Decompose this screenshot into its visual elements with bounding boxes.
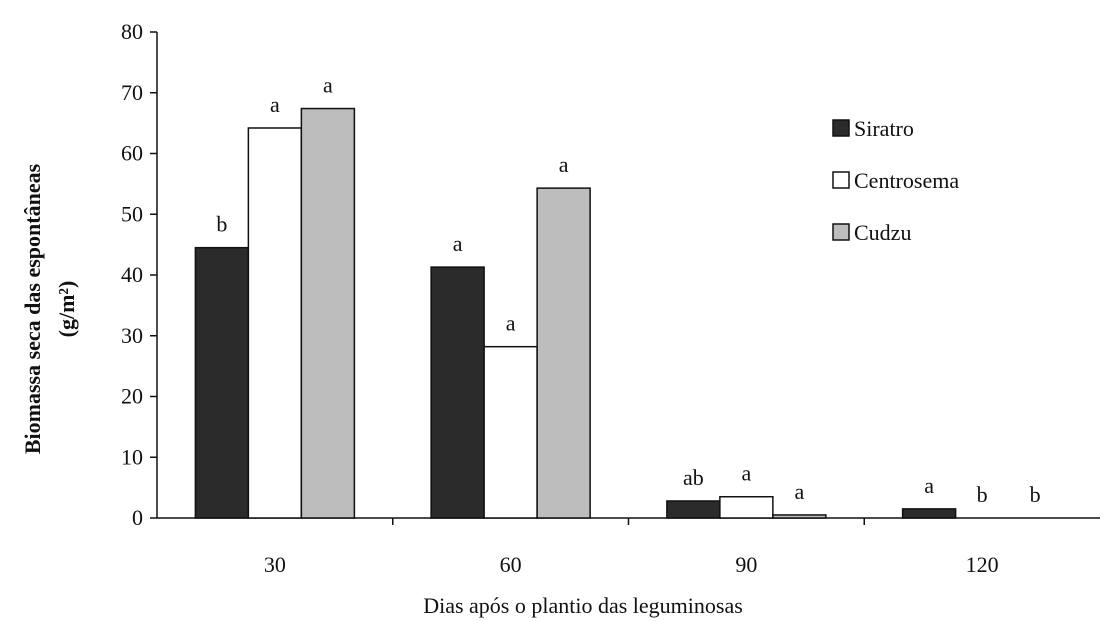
legend-label-cudzu: Cudzu (854, 220, 911, 245)
bars-group (194, 107, 957, 519)
bar-cudzu-30 (300, 107, 356, 519)
legend: Siratro Centrosema Cudzu (832, 116, 959, 245)
y-axis: 0 10 20 30 40 50 60 70 80 (121, 19, 158, 530)
bar-siratro-90 (666, 500, 721, 519)
bar-cudzu-90 (772, 514, 827, 519)
bar-centrosema-60 (483, 345, 538, 519)
bar-cudzu-60 (536, 187, 591, 519)
significance-letter: a (924, 473, 934, 498)
x-tick-label: 90 (735, 552, 757, 577)
y-axis-title-line2: (g/m²) (54, 281, 79, 338)
bar-siratro-60 (430, 266, 485, 519)
legend-swatch-siratro (832, 119, 850, 137)
y-axis-title: Biomassa seca das espontâneas (g/m²) (20, 163, 79, 454)
y-tick-label: 10 (121, 444, 143, 469)
y-tick-label: 70 (121, 80, 143, 105)
significance-letter: a (270, 92, 280, 117)
significance-letter: a (506, 311, 516, 336)
y-axis-title-line1: Biomassa seca das espontâneas (20, 163, 45, 454)
y-tick-label: 20 (121, 384, 143, 409)
y-tick-label: 80 (121, 19, 143, 44)
legend-label-centrosema: Centrosema (854, 168, 959, 193)
x-tick-label: 120 (966, 552, 999, 577)
legend-label-siratro: Siratro (854, 116, 914, 141)
significance-letter: b (1030, 482, 1041, 507)
y-tick-label: 0 (132, 505, 143, 530)
y-tick-label: 60 (121, 141, 143, 166)
significance-letter: a (453, 231, 463, 256)
legend-swatch-cudzu (832, 223, 850, 241)
legend-swatch-centrosema (832, 171, 850, 189)
y-tick-label: 40 (121, 262, 143, 287)
significance-letter: b (216, 212, 227, 237)
bar-centrosema-90 (719, 495, 774, 519)
x-tick-label: 60 (500, 552, 522, 577)
x-axis-title: Dias após o plantio das leguminosas (423, 593, 743, 618)
significance-letter: a (794, 479, 804, 504)
significance-letter: ab (683, 465, 704, 490)
bar-siratro-120 (901, 508, 957, 519)
y-tick-label: 50 (121, 201, 143, 226)
bar-centrosema-30 (247, 127, 303, 519)
significance-letter: a (559, 152, 569, 177)
significance-letter: b (977, 482, 988, 507)
x-axis: 30 60 90 120 (157, 517, 1100, 577)
significance-letter: a (741, 461, 751, 486)
significance-letter: a (323, 73, 333, 98)
bar-siratro-30 (194, 246, 250, 519)
y-tick-label: 30 (121, 323, 143, 348)
x-tick-label: 30 (264, 552, 286, 577)
